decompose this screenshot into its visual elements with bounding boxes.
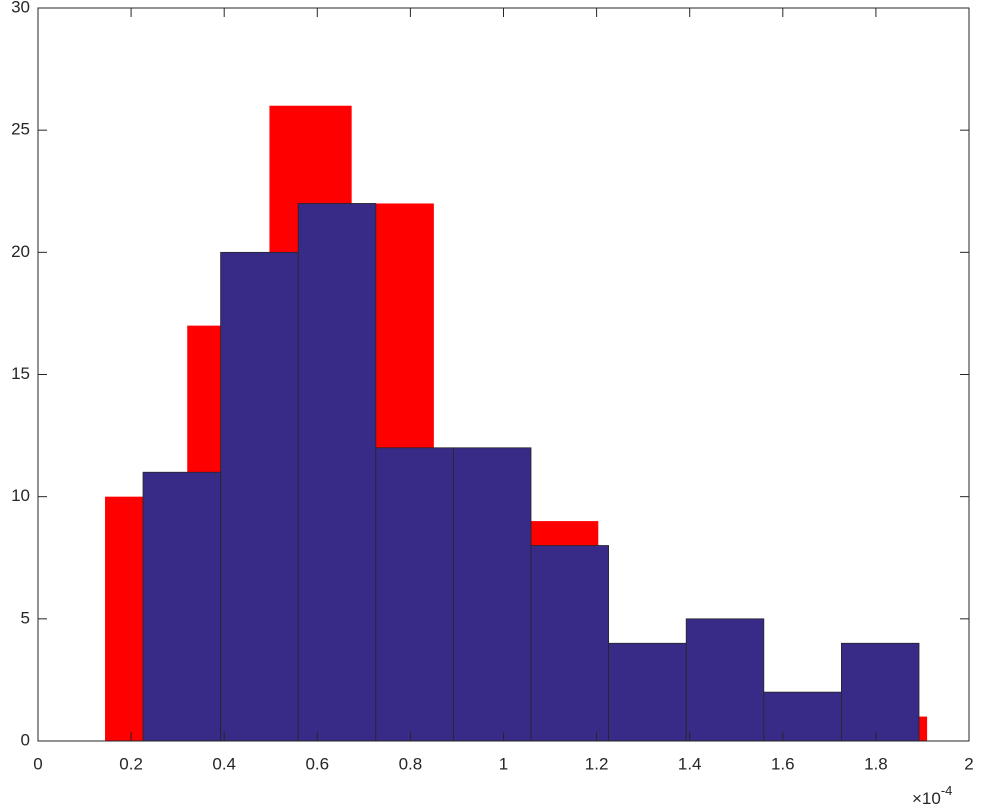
- x-multiplier-base: ×10: [912, 789, 941, 808]
- y-tick-label: 0: [21, 730, 30, 749]
- y-tick-label: 20: [11, 242, 30, 261]
- x-tick-label: 2: [964, 754, 973, 773]
- histogram-bar: [453, 447, 532, 742]
- histogram-bar: [375, 447, 454, 742]
- y-tick-label: 10: [11, 486, 30, 505]
- x-multiplier: ×10-4: [912, 783, 952, 808]
- y-tick-label: 25: [11, 120, 30, 139]
- histogram-bar: [685, 618, 765, 742]
- y-tick-label: 30: [11, 0, 30, 16]
- x-tick-label: 1.6: [771, 754, 795, 773]
- x-multiplier-exponent: -4: [941, 783, 953, 798]
- x-tick-label: 1.2: [585, 754, 609, 773]
- histogram-bar: [142, 471, 222, 742]
- x-tick-label: 1: [499, 754, 508, 773]
- x-tick-label: 0: [33, 754, 42, 773]
- histogram-bar: [608, 642, 687, 742]
- histogram-bar: [220, 251, 299, 742]
- x-tick-label: 0.6: [305, 754, 329, 773]
- histogram-bar: [530, 545, 610, 742]
- y-tick-label: 5: [21, 608, 30, 627]
- y-tick-label: 15: [11, 364, 30, 383]
- histogram-bar: [297, 203, 377, 742]
- x-tick-label: 0.4: [212, 754, 236, 773]
- x-tick-label: 1.4: [678, 754, 702, 773]
- x-tick-label: 0.2: [119, 754, 143, 773]
- x-tick-label: 0.8: [399, 754, 423, 773]
- x-tick-label: 1.8: [864, 754, 888, 773]
- histogram-bar: [763, 691, 842, 742]
- histogram-bar: [841, 642, 920, 742]
